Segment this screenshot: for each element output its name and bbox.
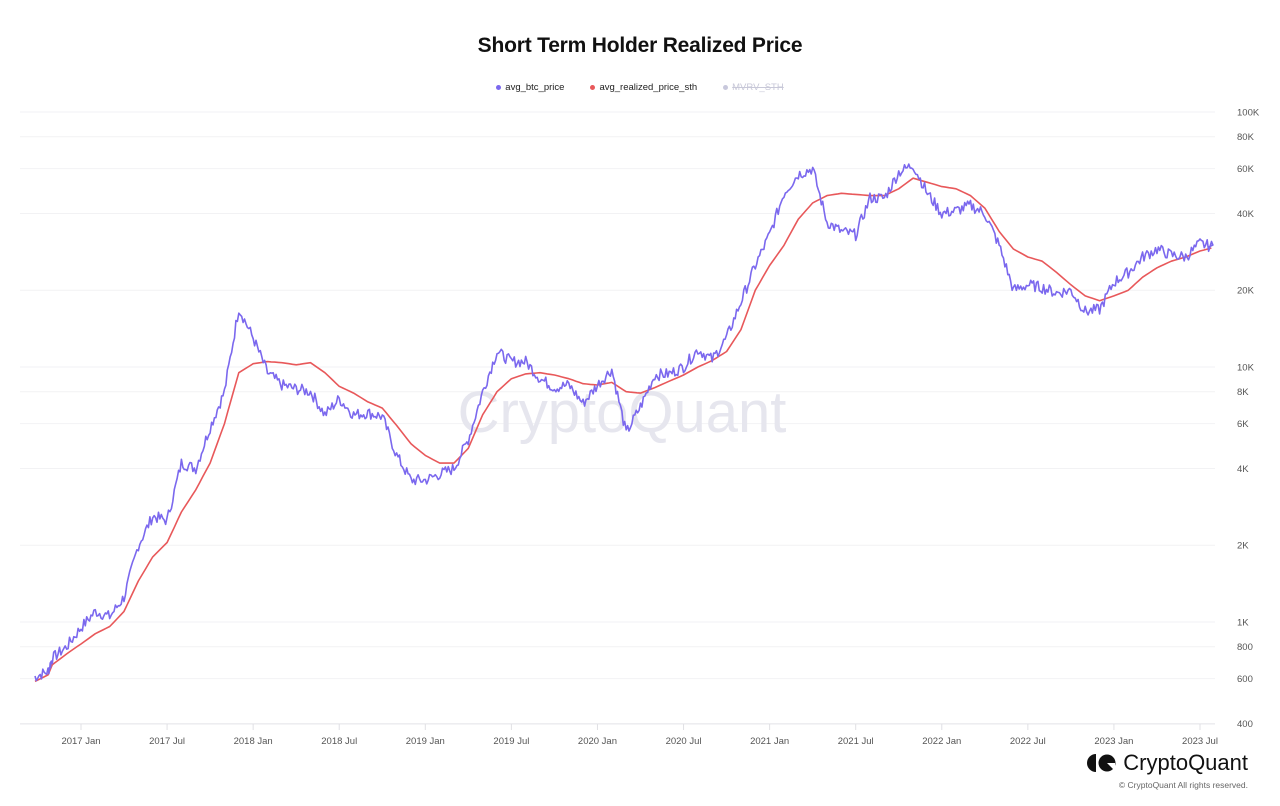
- y-tick-label: 100K: [1237, 108, 1260, 119]
- x-axis: 2017 Jan 2017 Jul 2018 Jan 2018 Jul 2019 Jan…: [20, 723, 1218, 747]
- x-tick-label: 2020 Jul: [666, 736, 702, 747]
- brand-logo: CryptoQuant: [1087, 750, 1248, 776]
- y-tick-label: 40K: [1237, 209, 1255, 220]
- series-avg-btc-price: [34, 163, 1214, 682]
- x-tick-label: 2022 Jan: [922, 736, 961, 747]
- legend-item-avg-realized-price-sth[interactable]: avg_realized_price_sth: [590, 82, 697, 93]
- y-tick-label: 2K: [1237, 541, 1249, 552]
- legend-item-avg-btc-price[interactable]: avg_btc_price: [496, 82, 564, 93]
- x-tick-label: 2017 Jan: [61, 736, 100, 747]
- legend-label: MVRV_STH: [732, 82, 784, 93]
- brand-name: CryptoQuant: [1123, 750, 1248, 775]
- y-tick-label: 6K: [1237, 419, 1249, 430]
- y-tick-label: 8K: [1237, 387, 1249, 398]
- chart-title: Short Term Holder Realized Price: [477, 34, 803, 57]
- y-tick-label: 20K: [1237, 286, 1255, 297]
- x-tick-label: 2018 Jul: [321, 736, 357, 747]
- y-tick-label: 1K: [1237, 618, 1249, 629]
- x-tick-label: 2021 Jul: [838, 736, 874, 747]
- x-tick-label: 2021 Jan: [750, 736, 789, 747]
- y-tick-label: 60K: [1237, 164, 1255, 175]
- legend: avg_btc_price avg_realized_price_sth MVR…: [0, 82, 1280, 93]
- y-tick-label: 10K: [1237, 363, 1255, 374]
- legend-dot-icon: [723, 85, 729, 90]
- cryptoquant-logo-icon: [1087, 754, 1116, 772]
- x-tick-label: 2022 Jul: [1010, 736, 1046, 747]
- legend-item-mvrv-sth[interactable]: MVRV_STH: [723, 82, 784, 93]
- y-axis: 400 600 800 1K 2K 4K 6K 8K 10K 20K 40K 60K 80K 100K: [1237, 108, 1260, 730]
- y-tick-label: 600: [1237, 674, 1253, 685]
- x-tick-label: 2019 Jan: [406, 736, 445, 747]
- legend-dot-icon: [496, 85, 502, 90]
- x-tick-label: 2017 Jul: [149, 736, 185, 747]
- y-tick-label: 4K: [1237, 464, 1249, 475]
- legend-label: avg_realized_price_sth: [599, 82, 698, 93]
- y-tick-label: 400: [1237, 719, 1253, 730]
- x-tick-label: 2020 Jan: [578, 736, 617, 747]
- series-avg-realized-price-sth: [34, 177, 1212, 683]
- legend-dot-icon: [590, 85, 596, 90]
- copyright-text: © CryptoQuant All rights reserved.: [1118, 780, 1248, 790]
- y-tick-label: 80K: [1237, 132, 1255, 143]
- x-tick-label: 2019 Jul: [493, 736, 529, 747]
- y-tick-label: 800: [1237, 642, 1253, 653]
- x-tick-label: 2023 Jul: [1182, 736, 1218, 747]
- x-tick-label: 2018 Jan: [234, 736, 273, 747]
- x-tick-label: 2023 Jan: [1094, 736, 1133, 747]
- legend-label: avg_btc_price: [505, 82, 565, 93]
